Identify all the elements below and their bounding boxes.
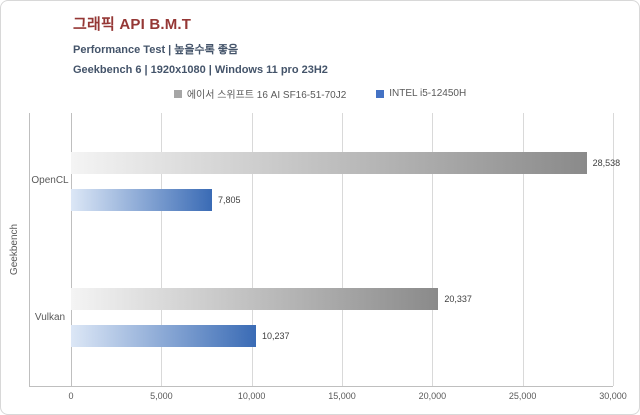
legend-item-acer: 에이서 스위프트 16 AI SF16-51-70J2 [173,86,347,101]
bar-opencl-series0 [71,151,587,174]
gridline [342,113,343,386]
legend-label-acer: 에이서 스위프트 16 AI SF16-51-70J2 [186,90,347,101]
legend-marker-acer-icon [173,89,182,98]
category-axis-boundary-line [29,113,30,386]
category-axis: OpenCL Vulkan [29,113,71,386]
bar-opencl-series1 [71,188,212,211]
chart-header: 그래픽 API B.M.T Performance Test | 높을수록 좋음… [73,13,328,76]
y-axis-group-label-box: Geekbench [1,113,29,386]
category-label-vulkan: Vulkan [34,311,66,323]
x-axis-tick-label: 15,000 [328,391,356,401]
gridline [613,113,614,386]
bar-value-label: 20,337 [444,294,472,305]
x-axis-tick-label: 0 [68,391,74,401]
gridline [251,113,253,386]
bar-value-label: 7,805 [218,194,241,205]
y-axis-line [71,113,72,386]
bar-value-label: 28,538 [592,157,621,168]
x-axis-tick-labels: 0 5,000 10,000 15,000 20,000 25,000 30,000 [68,391,626,405]
gridline [161,113,163,386]
x-axis-tick-label: 5,000 [150,391,173,401]
x-axis-tick-label: 10,000 [237,391,266,401]
legend-item-intel: INTEL i5-12450H [376,86,466,101]
legend-marker-intel-icon [376,89,385,98]
chart-subtitle-2: Geekbench 6 | 1920x1080 | Windows 11 pro… [73,64,328,76]
bar-value-label: 10,237 [261,331,290,342]
legend-label-intel: INTEL i5-12450H [389,88,467,99]
y-axis-group-label: Geekbench [9,223,21,276]
bar-vulkan-series0 [71,288,439,311]
legend: 에이서 스위프트 16 AI SF16-51-70J2 INTEL i5-124… [1,86,639,101]
gridline [432,113,434,386]
x-axis-line [29,386,613,387]
category-label-opencl: OpenCL [31,175,69,187]
x-axis-tick-label: 30,000 [599,391,627,401]
x-axis-tick-label: 20,000 [418,391,447,401]
plot-area: 28,538 20,337 7,805 10,237 [71,113,620,386]
bar-vulkan-series1 [71,325,256,348]
gridline [522,113,524,386]
x-axis-tick-label: 25,000 [508,391,537,401]
chart-subtitle-1: Performance Test | 높을수록 좋음 [73,44,239,56]
chart-title: 그래픽 API B.M.T [73,16,192,33]
